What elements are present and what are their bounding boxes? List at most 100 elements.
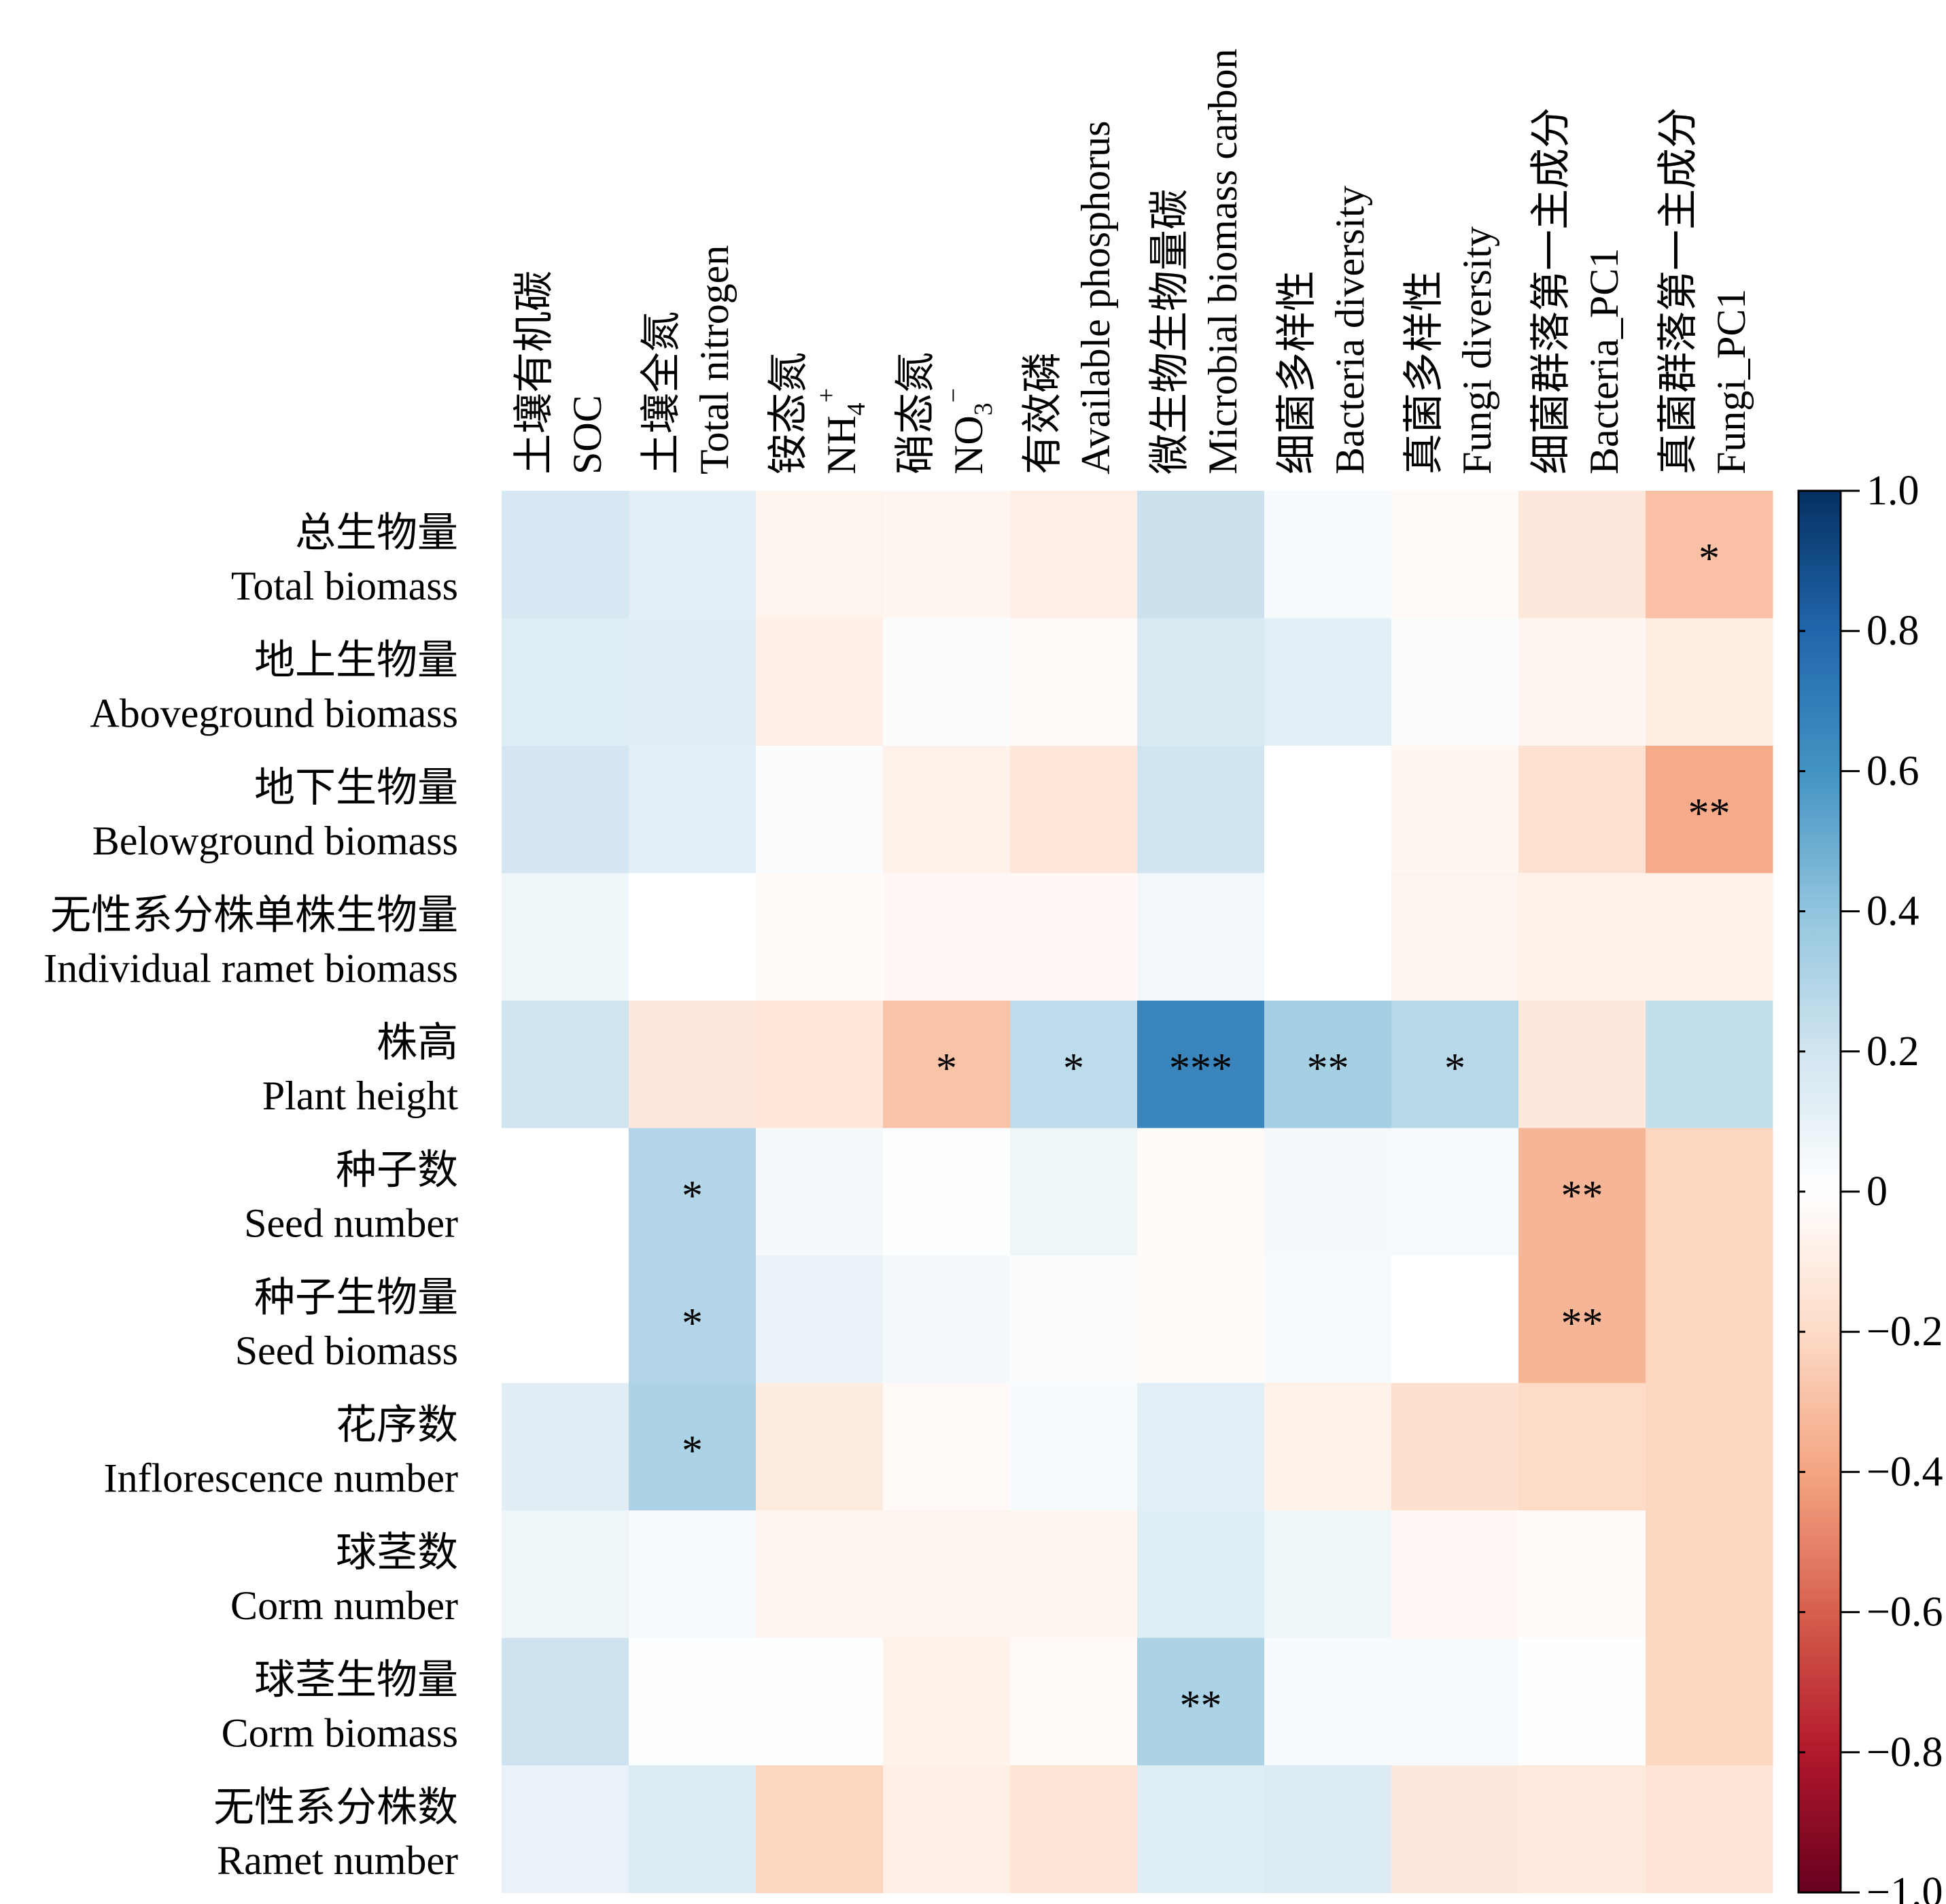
heatmap-cell	[883, 1001, 1011, 1128]
column-label-en-main: Total nitrogen	[692, 245, 737, 474]
heatmap-cell	[1137, 1256, 1265, 1383]
colorbar-tick-label: −0.8	[1866, 1729, 1943, 1776]
column-labels: 土壤有机碳 SOC 土壤全氮 Total nitrogen 铵态氮 NH4+ 硝态氮 NO3−…	[512, 48, 1754, 474]
column-label-en: Bacteria diversity	[1327, 186, 1372, 474]
heatmap-cell	[883, 873, 1011, 1001]
heatmap-cell	[1137, 1765, 1265, 1893]
colorbar-tick-label: 0	[1866, 1169, 1888, 1215]
significance-mark: *	[936, 1045, 957, 1092]
heatmap-cell	[1518, 491, 1646, 619]
significance-mark: *	[682, 1427, 703, 1474]
colorbar: 1.0 0.8 0.6 0.4 0.2 0 −0.2 −0.4 −0.6 −0.8 −1.0	[1797, 468, 1943, 1904]
heatmap-cell	[629, 1510, 757, 1638]
row-label-en: Corm number	[230, 1583, 458, 1628]
heatmap-cell	[502, 1638, 629, 1766]
heatmap-cell	[502, 746, 629, 873]
column-label-en: NO3−	[939, 388, 998, 474]
heatmap-cell	[1264, 873, 1392, 1001]
heatmap-cell	[629, 1383, 757, 1511]
heatmap-cell	[1646, 1128, 1773, 1256]
heatmap-cell	[1010, 873, 1138, 1001]
colorbar-tick-label: 0.6	[1866, 748, 1919, 794]
column-label-superscript: −	[939, 388, 968, 402]
row-label-zh: 无性系分株数	[213, 1785, 458, 1830]
heatmap-cell	[502, 1001, 629, 1128]
heatmap-cell	[502, 1765, 629, 1893]
heatmap-cell	[1391, 1510, 1519, 1638]
heatmap-cell	[1264, 1128, 1392, 1256]
heatmap-cell	[883, 1638, 1011, 1766]
row-label-en: Total biomass	[231, 564, 458, 608]
heatmap-cell	[502, 1256, 629, 1383]
row-label-en: Inflorescence number	[104, 1455, 458, 1500]
heatmap-cell	[1518, 873, 1646, 1001]
heatmap-cell	[629, 746, 757, 873]
heatmap-cell	[1391, 873, 1519, 1001]
row-label-en: Ramet number	[217, 1838, 458, 1883]
heatmap-cell	[1391, 1383, 1519, 1511]
row-label-en: Individual ramet biomass	[44, 946, 458, 990]
column-label-subscript: 3	[969, 402, 998, 415]
heatmap-cell	[502, 618, 629, 746]
column-label-en-main: NO	[946, 415, 991, 474]
heatmap-cell	[1137, 491, 1265, 619]
column-label-zh: 真菌群落第一主成分	[1656, 107, 1701, 474]
row-label-zh: 种子生物量	[254, 1275, 458, 1320]
heatmap-cell	[756, 1510, 884, 1638]
significance-mark: *	[682, 1173, 703, 1219]
significance-mark: **	[1688, 791, 1731, 837]
heatmap-cell	[1391, 1001, 1519, 1128]
row-label-en: Corm biomass	[222, 1710, 458, 1755]
heatmap-cell	[883, 746, 1011, 873]
heatmap-cell	[1646, 1765, 1773, 1893]
row-label-en: Seed number	[244, 1200, 458, 1245]
row-label-zh: 地下生物量	[254, 765, 458, 810]
significance-mark: *	[1699, 536, 1720, 582]
colorbar-tick-label: −0.4	[1866, 1449, 1943, 1495]
heatmap-cell	[1137, 1638, 1265, 1766]
significance-mark: **	[1561, 1173, 1603, 1219]
heatmap-cell	[1264, 1765, 1392, 1893]
row-label-zh: 种子数	[336, 1147, 458, 1192]
column-label-zh: 微生物生物量碳	[1147, 189, 1192, 474]
heatmap-cell	[1264, 1256, 1392, 1383]
heatmap-cell	[1646, 1638, 1773, 1766]
heatmap-cell	[629, 618, 757, 746]
heatmap-cell	[1391, 491, 1519, 619]
heatmap-cell	[1518, 1638, 1646, 1766]
heatmap-cell	[1518, 618, 1646, 746]
heatmap-cell	[1518, 1001, 1646, 1128]
heatmap-cell	[1010, 1128, 1138, 1256]
significance-mark: *	[1063, 1045, 1084, 1092]
heatmap-cell	[883, 618, 1011, 746]
row-labels: 总生物量 Total biomass 地上生物量 Aboveground biomas…	[44, 510, 458, 1883]
heatmap-cell	[629, 1765, 757, 1893]
heatmap-cell	[629, 1001, 757, 1128]
heatmap-cell	[629, 1256, 757, 1383]
heatmap-cell	[1137, 618, 1265, 746]
heatmap-cell	[756, 1383, 884, 1511]
column-label-zh: 硝态氮	[893, 352, 938, 474]
heatmap-cell	[1391, 1638, 1519, 1766]
heatmap-cell	[1646, 746, 1773, 873]
significance-marks: **** * *** ** ** *** *****	[682, 536, 1731, 1729]
column-label-zh: 有效磷	[1020, 352, 1065, 474]
heatmap-cell	[502, 491, 629, 619]
column-label-en-main: Bacteria_PC1	[1582, 248, 1627, 474]
heatmap-cell	[629, 491, 757, 619]
column-label-en-main: Fungi_PC1	[1709, 289, 1754, 474]
row-label-en: Aboveground biomass	[90, 691, 458, 735]
heatmap-cell	[1646, 873, 1773, 1001]
heatmap-cell	[1137, 1001, 1265, 1128]
heatmap-cell	[1264, 1638, 1392, 1766]
heatmap-cell	[1264, 491, 1392, 619]
significance-mark: *	[1444, 1045, 1465, 1092]
significance-mark: **	[1307, 1045, 1349, 1092]
heatmap-cell	[1518, 1510, 1646, 1638]
column-label-en-main: Available phosphorus	[1073, 121, 1118, 474]
heatmap-cell	[1010, 491, 1138, 619]
heatmap-cell	[1646, 618, 1773, 746]
heatmap-cell	[883, 1128, 1011, 1256]
heatmap-cell	[502, 873, 629, 1001]
heatmap-cell	[756, 1001, 884, 1128]
